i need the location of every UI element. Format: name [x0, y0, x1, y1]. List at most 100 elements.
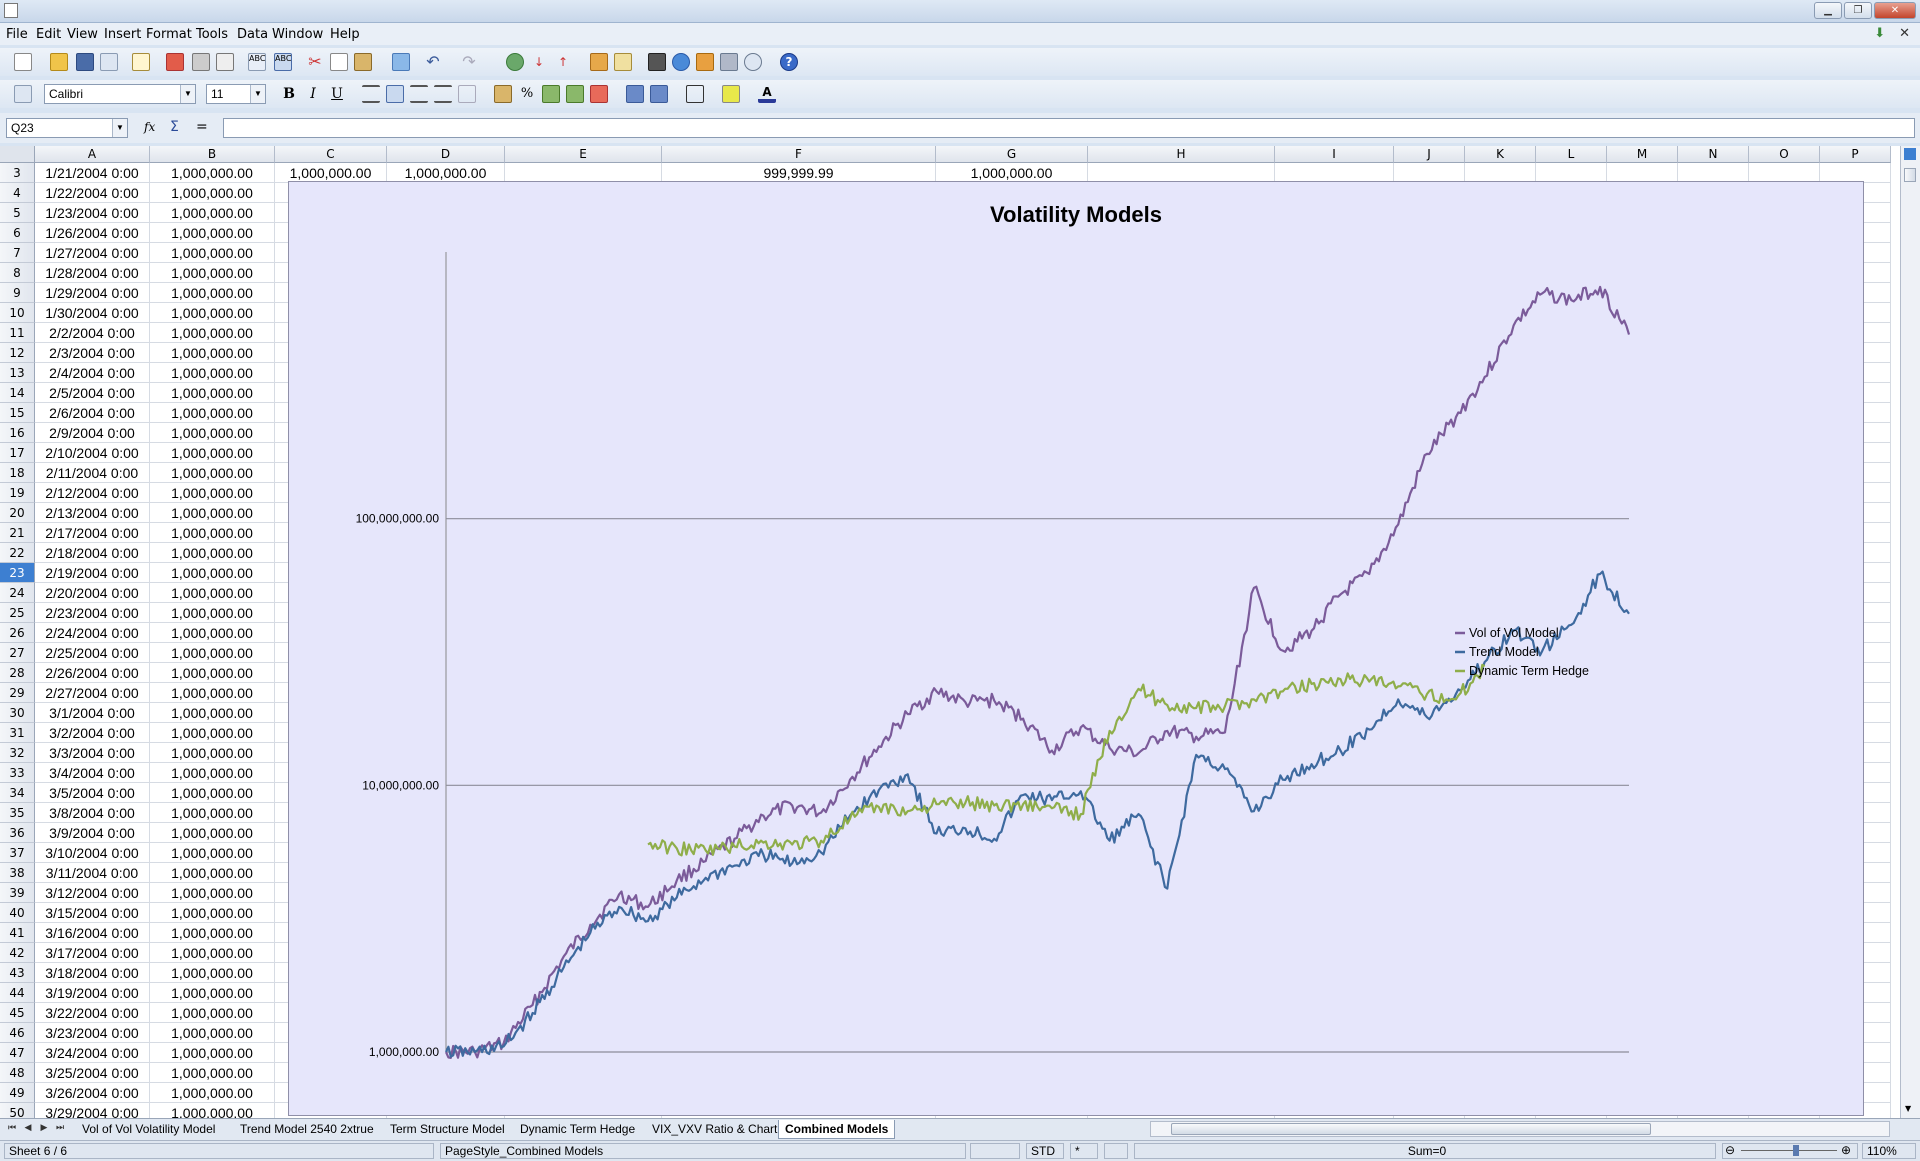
horizontal-scroll-thumb[interactable]: [1171, 1123, 1651, 1135]
chart-icon[interactable]: [590, 53, 608, 71]
page-style[interactable]: PageStyle_Combined Models: [440, 1143, 966, 1159]
export-pdf-icon[interactable]: [166, 53, 184, 71]
cell-b47[interactable]: 1,000,000.00: [150, 1043, 275, 1063]
row-header[interactable]: 16: [0, 423, 35, 443]
cell-a42[interactable]: 3/17/2004 0:00: [35, 943, 150, 963]
chevron-down-icon[interactable]: ▼: [250, 85, 265, 103]
cell-a11[interactable]: 2/2/2004 0:00: [35, 323, 150, 343]
autospellcheck-icon[interactable]: ABC: [274, 53, 292, 71]
vertical-scroll-thumb[interactable]: [1904, 168, 1916, 182]
cell-a45[interactable]: 3/22/2004 0:00: [35, 1003, 150, 1023]
menu-view[interactable]: View: [67, 27, 98, 42]
zoom-out-icon[interactable]: ⊖: [1725, 1143, 1736, 1157]
row-header[interactable]: 19: [0, 483, 35, 503]
column-header-o[interactable]: O: [1749, 146, 1820, 163]
cell-a24[interactable]: 2/20/2004 0:00: [35, 583, 150, 603]
formula-input[interactable]: [223, 118, 1915, 138]
cell-a13[interactable]: 2/4/2004 0:00: [35, 363, 150, 383]
cell-b6[interactable]: 1,000,000.00: [150, 223, 275, 243]
cell-a46[interactable]: 3/23/2004 0:00: [35, 1023, 150, 1043]
cell-j3[interactable]: [1394, 163, 1465, 183]
data-sources-icon[interactable]: [720, 53, 738, 71]
new-document-icon[interactable]: [14, 53, 32, 71]
row-header[interactable]: 8: [0, 263, 35, 283]
cell-b10[interactable]: 1,000,000.00: [150, 303, 275, 323]
cell-b43[interactable]: 1,000,000.00: [150, 963, 275, 983]
sheet-tab[interactable]: Vol of Vol Volatility Model: [82, 1122, 216, 1136]
chart-object[interactable]: Volatility Models 1,000,000.00 10,000,000.…: [288, 181, 1864, 1116]
row-header[interactable]: 12: [0, 343, 35, 363]
align-center-icon[interactable]: [386, 85, 404, 103]
column-header-a[interactable]: A: [35, 146, 150, 163]
email-icon[interactable]: [100, 53, 118, 71]
cell-g3[interactable]: 1,000,000.00: [936, 163, 1088, 183]
close-document-icon[interactable]: ✕: [1899, 26, 1910, 41]
column-header-j[interactable]: J: [1394, 146, 1465, 163]
cell-a12[interactable]: 2/3/2004 0:00: [35, 343, 150, 363]
menu-help[interactable]: Help: [330, 27, 360, 42]
borders-icon[interactable]: [686, 85, 704, 103]
vertical-scrollbar[interactable]: ▼: [1900, 146, 1920, 1118]
cell-b35[interactable]: 1,000,000.00: [150, 803, 275, 823]
cell-b33[interactable]: 1,000,000.00: [150, 763, 275, 783]
row-header[interactable]: 49: [0, 1083, 35, 1103]
row-header[interactable]: 47: [0, 1043, 35, 1063]
undo-icon[interactable]: ↶: [426, 52, 440, 71]
zoom-in-icon[interactable]: ⊕: [1841, 1143, 1852, 1157]
cell-b14[interactable]: 1,000,000.00: [150, 383, 275, 403]
row-header[interactable]: 4: [0, 183, 35, 203]
cell-k3[interactable]: [1465, 163, 1536, 183]
menu-data[interactable]: Data: [237, 27, 269, 42]
bold-button[interactable]: B: [283, 86, 295, 102]
cell-a39[interactable]: 3/12/2004 0:00: [35, 883, 150, 903]
styles-icon[interactable]: [14, 85, 32, 103]
sort-ascending-icon[interactable]: ↓: [533, 55, 545, 69]
row-header[interactable]: 44: [0, 983, 35, 1003]
row-header[interactable]: 30: [0, 703, 35, 723]
row-header[interactable]: 27: [0, 643, 35, 663]
column-header-i[interactable]: I: [1275, 146, 1394, 163]
row-header[interactable]: 34: [0, 783, 35, 803]
cell-b44[interactable]: 1,000,000.00: [150, 983, 275, 1003]
currency-format-icon[interactable]: [494, 85, 512, 103]
sort-descending-icon[interactable]: ↑: [557, 55, 569, 69]
cell-b13[interactable]: 1,000,000.00: [150, 363, 275, 383]
row-header[interactable]: 35: [0, 803, 35, 823]
cell-a44[interactable]: 3/19/2004 0:00: [35, 983, 150, 1003]
row-header[interactable]: 32: [0, 743, 35, 763]
cell-a6[interactable]: 1/26/2004 0:00: [35, 223, 150, 243]
cell-a47[interactable]: 3/24/2004 0:00: [35, 1043, 150, 1063]
cell-a20[interactable]: 2/13/2004 0:00: [35, 503, 150, 523]
zoom-slider[interactable]: ⊖ ⊕: [1722, 1143, 1858, 1159]
scroll-up-button[interactable]: [1904, 148, 1916, 160]
cell-b50[interactable]: 1,000,000.00: [150, 1103, 275, 1118]
row-header[interactable]: 11: [0, 323, 35, 343]
horizontal-scrollbar[interactable]: [1150, 1121, 1890, 1137]
cell-a49[interactable]: 3/26/2004 0:00: [35, 1083, 150, 1103]
add-decimal-icon[interactable]: [566, 85, 584, 103]
column-header-m[interactable]: M: [1607, 146, 1678, 163]
column-header-l[interactable]: L: [1536, 146, 1607, 163]
paste-icon[interactable]: [354, 53, 372, 71]
column-header-p[interactable]: P: [1820, 146, 1891, 163]
row-header[interactable]: 29: [0, 683, 35, 703]
cell-b17[interactable]: 1,000,000.00: [150, 443, 275, 463]
cell-a5[interactable]: 1/23/2004 0:00: [35, 203, 150, 223]
prev-sheet-button[interactable]: ◀: [24, 1123, 32, 1133]
row-header[interactable]: 33: [0, 763, 35, 783]
sheet-tab[interactable]: Term Structure Model: [390, 1122, 505, 1136]
row-header[interactable]: 22: [0, 543, 35, 563]
font-size-select[interactable]: 11 ▼: [206, 84, 266, 104]
cell-b7[interactable]: 1,000,000.00: [150, 243, 275, 263]
minimize-button[interactable]: ▁: [1814, 2, 1842, 19]
cell-i3[interactable]: [1275, 163, 1394, 183]
cell-p50[interactable]: [1820, 1103, 1891, 1118]
underline-button[interactable]: U: [331, 86, 343, 102]
cell-b15[interactable]: 1,000,000.00: [150, 403, 275, 423]
first-sheet-button[interactable]: ⏮: [7, 1123, 17, 1133]
row-header[interactable]: 41: [0, 923, 35, 943]
cell-a41[interactable]: 3/16/2004 0:00: [35, 923, 150, 943]
cell-b27[interactable]: 1,000,000.00: [150, 643, 275, 663]
cell-a34[interactable]: 3/5/2004 0:00: [35, 783, 150, 803]
name-box[interactable]: Q23 ▼: [6, 118, 128, 138]
